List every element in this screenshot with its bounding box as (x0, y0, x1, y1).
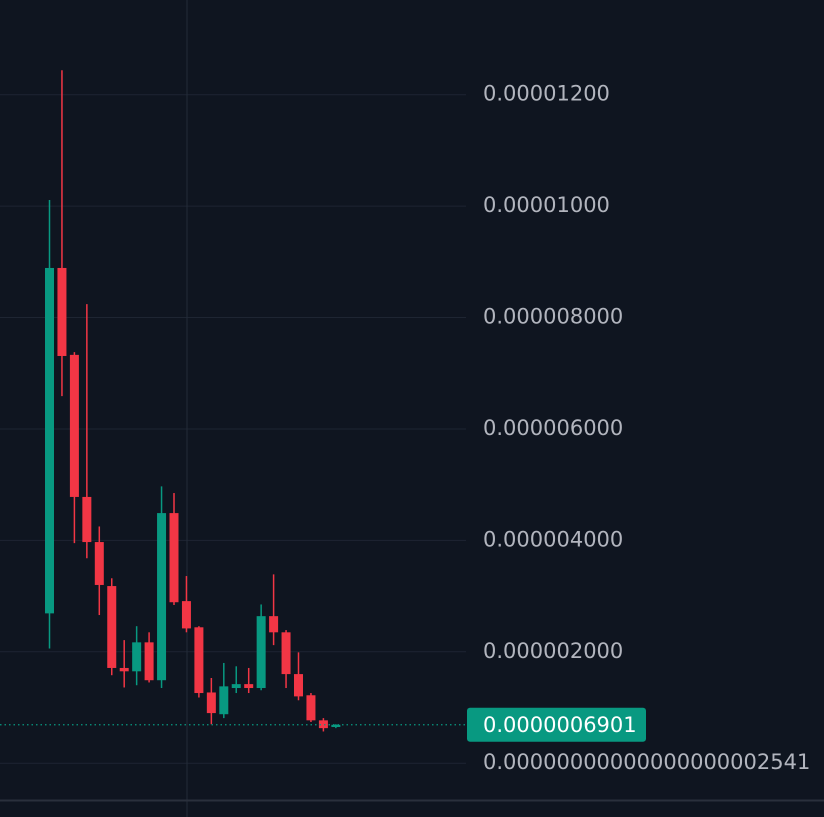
y-tick-label: 0.00001200 (483, 82, 610, 106)
candle-body (294, 674, 303, 697)
y-tick-label: 0.00001000 (483, 193, 610, 217)
candle-body (107, 586, 117, 668)
candles (0, 70, 466, 732)
candle-body (82, 496, 92, 543)
candle-body (206, 692, 216, 714)
candle-body (57, 267, 67, 356)
candle-body (157, 513, 167, 681)
candle-body (94, 542, 104, 585)
candle-body (219, 686, 229, 715)
candle-body (194, 627, 204, 694)
candle-body (69, 354, 79, 497)
candle-body (244, 684, 254, 689)
candle-body (318, 720, 328, 729)
candle-body (281, 632, 291, 675)
candle-body (306, 695, 316, 721)
y-tick-label: 0.00000000000000000002541 (483, 750, 810, 774)
candle-body (256, 616, 266, 689)
candle-body (45, 267, 54, 614)
last-price-label: 0.0000006901 (483, 713, 637, 737)
candle-body (169, 513, 179, 603)
candle-body (119, 667, 129, 672)
y-tick-label: 0.000008000 (483, 305, 623, 329)
price-scale: 0.00000000000000000002541 0.000002000 0.00… (467, 82, 810, 774)
y-tick-label: 0.000004000 (483, 527, 623, 551)
y-tick-label: 0.000006000 (483, 416, 623, 440)
candle-body (132, 642, 142, 672)
candle-body (269, 616, 279, 633)
candle-body (181, 601, 191, 629)
candle-body (144, 642, 154, 681)
candle-body (331, 724, 341, 728)
candle-body (231, 684, 241, 689)
y-tick-label: 0.000002000 (483, 639, 623, 663)
last-price-badge (467, 707, 646, 742)
